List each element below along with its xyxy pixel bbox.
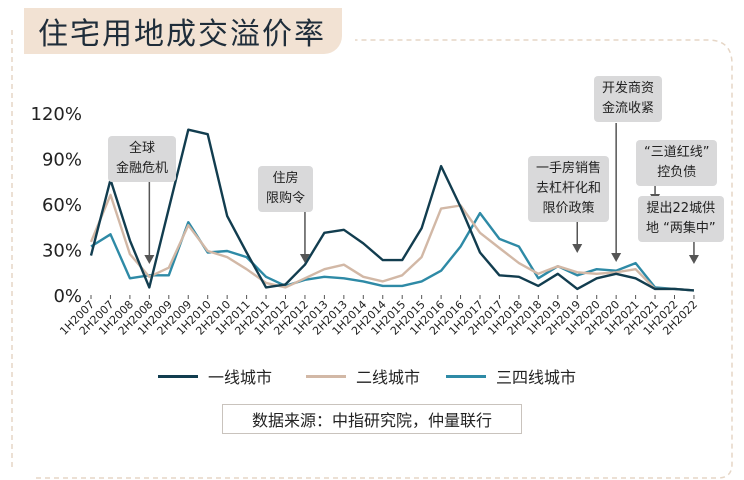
legend-item-tier2: 二线城市	[306, 364, 420, 388]
annotation-purchase: 住房 限购令	[258, 166, 314, 212]
annotation-text: 地 “两集中”	[646, 221, 716, 236]
annotation-text: 住房	[272, 171, 299, 186]
annotation-arrow-head	[144, 255, 155, 264]
annotation-three-red-lines: “三道红线” 控负债	[636, 140, 718, 186]
y-tick-label: 30%	[42, 241, 82, 262]
y-tick-label: 60%	[42, 195, 82, 216]
y-tick-label: 120%	[31, 104, 82, 125]
annotation-arrow-head	[572, 244, 583, 253]
annotation-text: 去杠杆化和	[536, 181, 602, 196]
legend-swatch	[306, 374, 346, 378]
annotation-text: 金流收紧	[602, 101, 655, 116]
annotation-second-hand: 一手房销售去杠杆化和限价政策	[528, 156, 610, 222]
legend-item-tier3: 三四线城市	[446, 364, 576, 388]
page-title: 住宅用地成交溢价率	[38, 17, 326, 52]
legend-swatch	[158, 374, 198, 378]
series-line-1	[89, 128, 694, 292]
series-line-2	[89, 193, 694, 292]
annotation-arrows	[144, 123, 699, 264]
annotation-text: 控负债	[657, 165, 697, 180]
annotation-text: “三道红线”	[644, 145, 710, 160]
legend-label: 一线城市	[208, 368, 273, 387]
annotation-arrow-head	[688, 255, 699, 264]
source-text: 数据来源：中指研究院，仲量联行	[251, 411, 492, 430]
legend-swatch	[446, 374, 486, 378]
legend-item-tier1: 一线城市	[158, 364, 272, 388]
annotation-text: 全球	[129, 141, 156, 156]
series-line-3	[90, 211, 694, 292]
series-lines	[89, 128, 694, 292]
annotation-arrow-head	[611, 253, 622, 262]
annotation-gfc: 全球 金融危机	[108, 136, 177, 182]
annotation-text: 金融危机	[116, 161, 169, 176]
legend-label: 二线城市	[356, 368, 421, 387]
annotation-text: 限购令	[266, 191, 306, 206]
y-tick-label: 90%	[42, 150, 82, 171]
source-note: 数据来源：中指研究院，仲量联行	[222, 404, 522, 434]
legend-label: 三四线城市	[496, 368, 577, 387]
y-tick-label: 0%	[53, 286, 82, 307]
annotation-text: 提出22城供	[646, 201, 716, 216]
annotation-text: 一手房销售	[536, 161, 602, 176]
annotation-text: 限价政策	[542, 201, 595, 216]
annotation-twenty-two-cities: 提出22城供地 “两集中”	[638, 196, 724, 242]
y-axis: 0% 30% 60% 90% 120%	[31, 104, 82, 307]
annotation-arrow-head	[299, 254, 310, 263]
annotation-text: 开发商资	[602, 81, 655, 96]
annotation-funding: 开发商资 金流收紧	[594, 76, 663, 122]
x-axis: 1H20072H20071H20082H20081H20092H20091H20…	[57, 295, 700, 338]
title-banner: 住宅用地成交溢价率	[24, 8, 342, 54]
